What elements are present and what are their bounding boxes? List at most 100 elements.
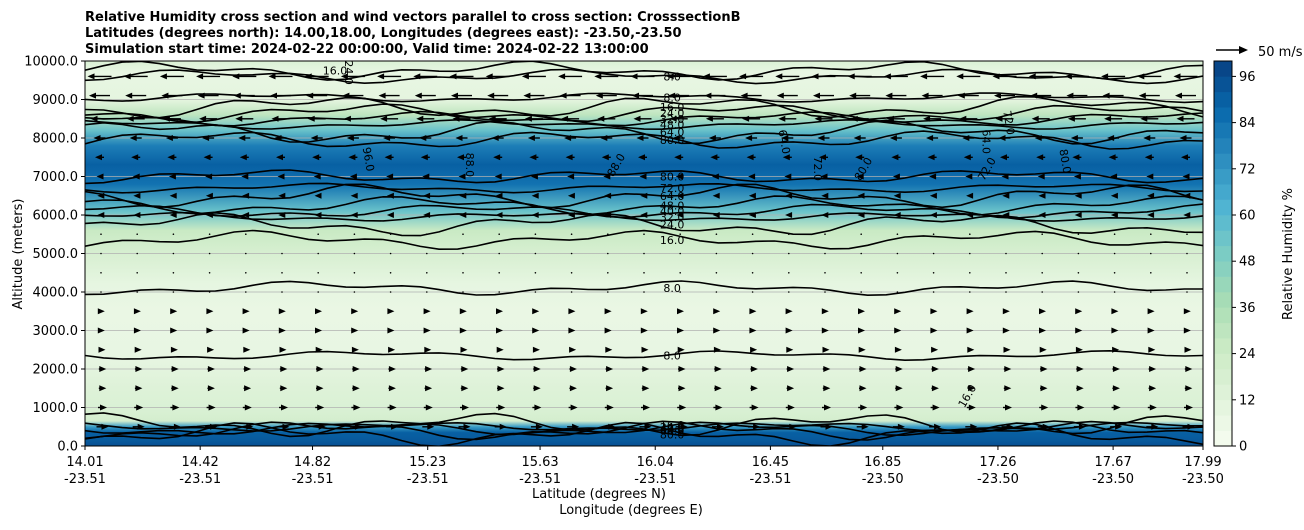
wind-vector-head — [1070, 135, 1078, 141]
wind-vector — [1040, 385, 1048, 392]
wind-vector-head — [169, 212, 177, 218]
wind-vector-head — [350, 212, 358, 218]
wind-vector — [1184, 385, 1193, 392]
colorbar-segment — [1214, 122, 1232, 139]
wind-vector-head — [205, 192, 213, 199]
wind-vector-head — [270, 92, 277, 99]
wind-vector — [607, 233, 609, 235]
wind-vector — [849, 92, 871, 99]
wind-vector — [495, 192, 503, 199]
wind-vector — [677, 308, 684, 315]
wind-vector — [317, 233, 320, 235]
wind-vector — [455, 135, 468, 141]
contour-label: 24.0 — [660, 421, 685, 434]
wind-vector-head — [1110, 173, 1118, 180]
colorbar-segment — [1214, 138, 1232, 154]
wind-vector-head — [377, 73, 385, 80]
wind-vector-head — [318, 423, 326, 430]
colorbar-segment — [1214, 292, 1232, 308]
wind-vector — [781, 135, 794, 141]
wind-vector — [530, 423, 543, 430]
wind-vector-head — [749, 308, 757, 315]
wind-vector — [751, 291, 754, 293]
wind-vector — [963, 154, 973, 161]
x-tick-label-latitude: 16.04 — [637, 455, 674, 470]
wind-vector — [136, 272, 138, 274]
wind-vector — [1150, 233, 1152, 235]
wind-vector-head — [569, 385, 577, 392]
wind-vector — [274, 135, 287, 141]
wind-vector — [886, 115, 905, 122]
contour-label-text: 48.0 — [660, 199, 685, 212]
wind-vector — [386, 423, 399, 430]
wind-vector — [715, 291, 718, 293]
wind-vector — [207, 366, 215, 372]
wind-vector — [278, 327, 286, 334]
wind-vector — [679, 233, 681, 235]
x-tick-label-longitude: -23.50 — [1092, 472, 1134, 487]
x-tick-label-longitude: -23.51 — [634, 472, 676, 487]
colorbar-tick-label: 72 — [1239, 162, 1256, 177]
wind-vector — [523, 92, 545, 99]
wind-vector — [750, 346, 758, 353]
wind-vector — [932, 233, 935, 235]
wind-vector-head — [998, 135, 1006, 141]
wind-vector — [1075, 308, 1083, 315]
wind-vector-head — [1074, 192, 1082, 199]
wind-vector-head — [966, 327, 974, 334]
wind-vector — [134, 404, 144, 411]
wind-vector-head — [813, 92, 820, 99]
wind-vector — [424, 346, 432, 353]
wind-vector-head — [674, 154, 682, 161]
wind-vector — [531, 192, 539, 199]
wind-vector — [679, 272, 681, 274]
wind-vector — [316, 366, 324, 372]
wind-vector-head — [170, 346, 178, 353]
wind-vector — [639, 173, 647, 180]
x-tick-label-latitude: 17.99 — [1184, 455, 1221, 470]
wind-vector — [1107, 135, 1120, 141]
wind-vector — [100, 291, 102, 293]
wind-vector — [534, 252, 537, 255]
wind-vector-head — [238, 135, 246, 141]
wind-vector — [1146, 423, 1159, 430]
wind-vector-head — [351, 346, 359, 353]
wind-vector-head — [350, 192, 358, 199]
wind-vector — [860, 272, 862, 274]
wind-vector-head — [90, 115, 98, 122]
contour-line — [85, 118, 1203, 131]
wind-vector-head — [889, 135, 897, 141]
wind-vector-head — [640, 327, 648, 334]
wind-vector-head — [173, 423, 181, 430]
wind-vector-head — [739, 73, 747, 80]
wind-vector — [892, 423, 905, 430]
wind-vector-head — [278, 192, 286, 199]
wind-vector-head — [959, 115, 967, 122]
wind-vector-head — [640, 212, 648, 218]
wind-vector-head — [126, 115, 134, 122]
wind-vector — [242, 212, 250, 218]
wind-vector — [893, 212, 901, 218]
wind-vector-head — [713, 327, 721, 334]
wind-vector — [134, 346, 142, 353]
colorbar-segment — [1214, 168, 1232, 185]
contour-line — [85, 169, 1203, 185]
wind-vector — [1147, 212, 1155, 218]
wind-vector — [1005, 252, 1007, 255]
wind-vector — [97, 192, 105, 199]
wind-vector — [241, 423, 254, 430]
colorbar-segment — [1214, 91, 1232, 108]
wind-vector — [133, 212, 141, 218]
contour-line — [85, 119, 1203, 145]
wind-vector-head — [1039, 308, 1046, 315]
wind-vector — [134, 385, 143, 392]
wind-vector-head — [787, 366, 795, 372]
contour-label-text: 80.0 — [660, 428, 685, 441]
wind-vector-head — [274, 135, 282, 141]
wind-vector — [819, 154, 828, 161]
wind-vector — [570, 272, 573, 274]
wind-vector — [1111, 327, 1119, 334]
wind-vector — [1183, 192, 1191, 199]
wind-vector — [1112, 366, 1120, 372]
